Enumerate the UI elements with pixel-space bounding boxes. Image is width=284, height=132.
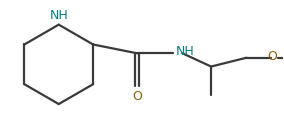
Text: O: O — [132, 90, 142, 103]
Text: NH: NH — [176, 45, 195, 58]
Text: NH: NH — [50, 10, 69, 22]
Text: O: O — [267, 50, 277, 63]
